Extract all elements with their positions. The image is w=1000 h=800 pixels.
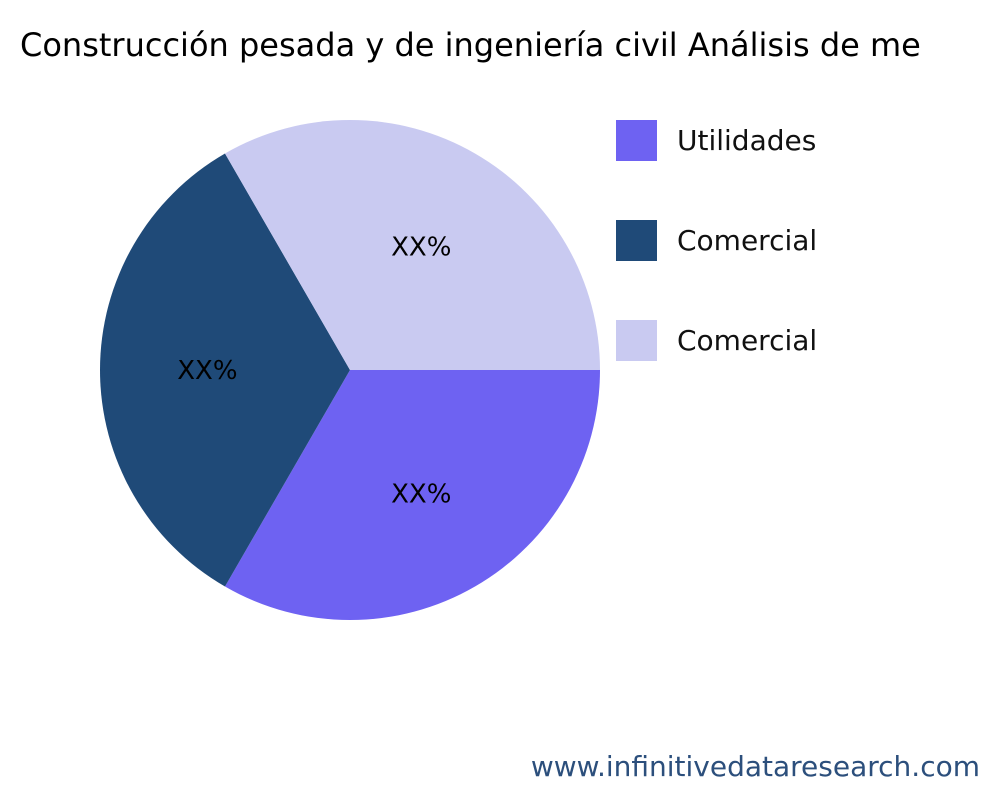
legend-item-comercial[interactable]: Comercial (616, 220, 817, 261)
watermark: www.infinitivedataresearch.com (530, 750, 980, 783)
data-label: XX% (391, 233, 451, 263)
pie-slice-2[interactable] (225, 119, 600, 370)
legend-item-comercial-2[interactable]: Comercial (616, 320, 817, 361)
legend-item-utilidades[interactable]: Utilidades (616, 120, 816, 161)
legend-label: Utilidades (677, 124, 817, 157)
legend-label: Comercial (677, 324, 818, 357)
pie-slice-0[interactable] (225, 370, 600, 620)
data-label: XX% (391, 479, 451, 509)
legend-swatch (616, 220, 657, 261)
data-label: XX% (177, 356, 237, 386)
legend-swatch (616, 320, 657, 361)
chart-title: Construcción pesada y de ingeniería civi… (20, 26, 921, 64)
legend-label: Comercial (677, 224, 818, 257)
legend-swatch (616, 120, 657, 161)
